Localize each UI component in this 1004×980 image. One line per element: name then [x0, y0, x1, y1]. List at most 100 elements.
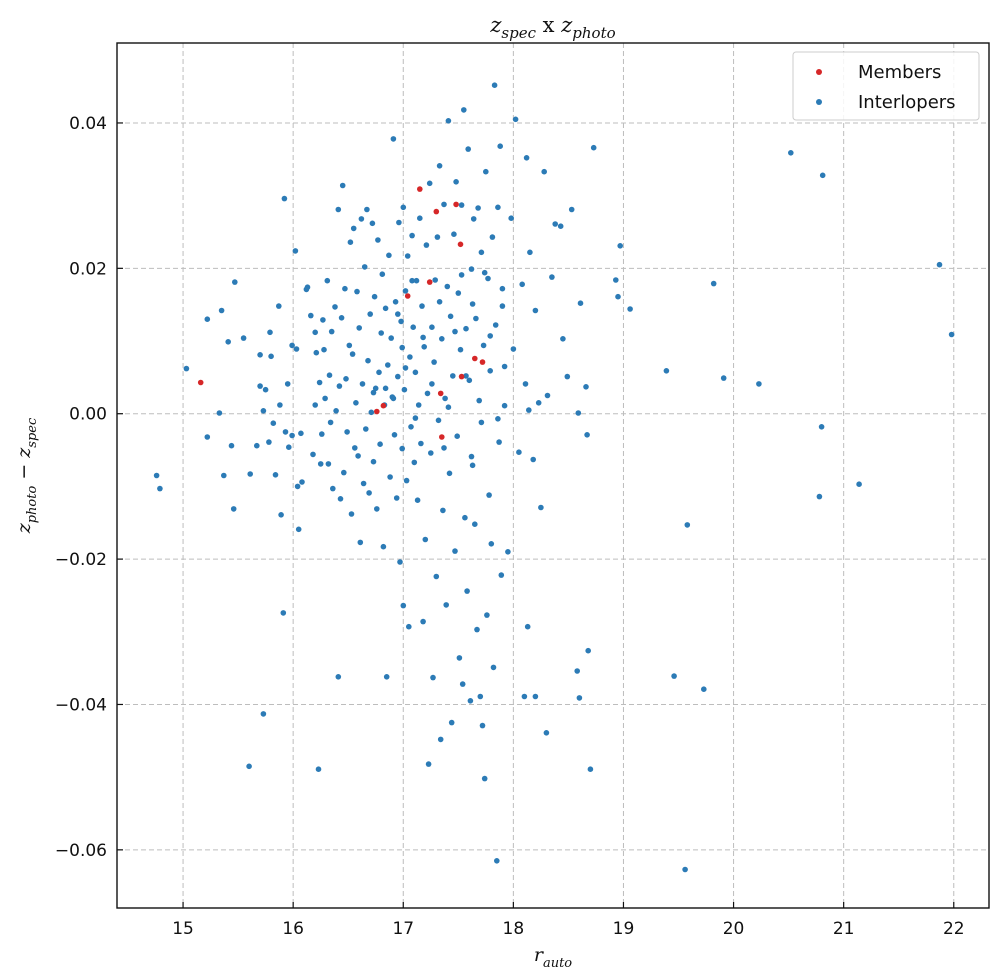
point-interlopers	[221, 472, 227, 479]
point-interlopers	[474, 626, 480, 633]
point-interlopers	[262, 386, 269, 393]
point-interlopers	[424, 390, 431, 397]
point-interlopers	[401, 386, 408, 393]
point-interlopers	[442, 395, 448, 402]
point-interlopers	[327, 419, 334, 426]
point-interlopers	[447, 313, 454, 320]
point-interlopers	[355, 453, 361, 459]
point-interlopers	[456, 655, 463, 661]
point-interlopers	[387, 474, 393, 480]
point-interlopers	[485, 275, 491, 282]
point-interlopers	[332, 304, 338, 310]
point-interlopers	[368, 409, 375, 416]
point-interlopers	[481, 269, 488, 276]
point-interlopers	[415, 402, 422, 408]
point-interlopers	[495, 416, 501, 422]
point-interlopers	[337, 496, 344, 502]
point-interlopers	[354, 288, 360, 295]
point-interlopers	[501, 402, 508, 409]
point-interlopers	[419, 303, 425, 309]
point-interlopers	[400, 204, 407, 211]
point-interlopers	[574, 668, 580, 674]
point-interlopers	[452, 548, 458, 554]
point-interlopers	[526, 407, 532, 413]
point-interlopers	[348, 511, 355, 517]
point-interlopers	[398, 318, 404, 325]
point-interlopers	[330, 485, 336, 492]
point-interlopers	[458, 202, 465, 208]
point-interlopers	[552, 221, 558, 227]
point-interlopers	[383, 674, 390, 680]
point-interlopers	[446, 470, 453, 477]
x-tick-label: 21	[833, 919, 855, 939]
point-interlopers	[497, 143, 504, 149]
point-interlopers	[316, 379, 323, 386]
point-interlopers	[583, 384, 589, 390]
label-subscript: photo	[25, 486, 40, 524]
point-interlopers	[312, 402, 319, 408]
label-subscript: photo	[572, 24, 615, 42]
point-interlopers	[936, 261, 943, 268]
point-interlopers	[295, 526, 302, 533]
point-interlopers	[183, 365, 190, 372]
y-tick-label: −0.02	[55, 550, 107, 570]
point-interlopers	[441, 445, 447, 451]
point-interlopers	[480, 342, 487, 349]
point-interlopers	[538, 504, 544, 511]
point-interlopers	[448, 719, 455, 726]
point-interlopers	[350, 225, 357, 232]
point-interlopers	[325, 461, 332, 467]
point-members	[453, 201, 459, 208]
point-interlopers	[527, 249, 533, 256]
point-interlopers	[535, 400, 542, 406]
x-tick-label: 15	[172, 919, 194, 939]
point-interlopers	[585, 647, 591, 654]
point-interlopers	[359, 381, 366, 387]
point-interlopers	[627, 306, 633, 312]
point-interlopers	[390, 395, 397, 402]
point-interlopers	[671, 673, 677, 679]
chart-title: zspec​ x zphoto​	[489, 13, 615, 42]
point-interlopers	[322, 395, 328, 402]
point-interlopers	[294, 483, 301, 490]
series-members	[197, 186, 486, 440]
point-interlopers	[458, 272, 465, 278]
point-interlopers	[701, 686, 707, 692]
point-interlopers	[349, 351, 356, 357]
point-interlopers	[479, 722, 486, 729]
point-interlopers	[412, 369, 419, 376]
point-interlopers	[467, 698, 474, 704]
point-interlopers	[508, 215, 514, 221]
point-interlopers	[478, 249, 485, 256]
legend-box	[792, 51, 980, 121]
point-interlopers	[577, 300, 584, 307]
point-interlopers	[856, 481, 862, 488]
points-layer	[153, 82, 955, 873]
point-interlopers	[335, 206, 342, 213]
point-interlopers	[312, 329, 319, 336]
point-interlopers	[663, 368, 670, 374]
point-interlopers	[284, 381, 291, 387]
point-interlopers	[488, 541, 495, 547]
point-members	[479, 359, 486, 365]
point-interlopers	[299, 479, 305, 485]
point-interlopers	[353, 400, 359, 406]
point-interlopers	[816, 493, 823, 500]
point-interlopers	[459, 681, 466, 687]
point-interlopers	[434, 234, 441, 240]
point-interlopers	[225, 339, 231, 345]
point-members	[458, 373, 465, 380]
point-interlopers	[392, 299, 399, 305]
point-interlopers	[366, 490, 372, 496]
point-interlopers	[524, 623, 531, 630]
point-members	[380, 402, 387, 409]
point-interlopers	[439, 336, 445, 342]
point-interlopers	[344, 429, 350, 435]
point-interlopers	[418, 440, 424, 447]
point-interlopers	[276, 303, 282, 309]
point-interlopers	[818, 424, 825, 430]
legend-marker-members	[816, 69, 822, 75]
point-interlopers	[352, 445, 358, 451]
point-interlopers	[453, 179, 459, 185]
